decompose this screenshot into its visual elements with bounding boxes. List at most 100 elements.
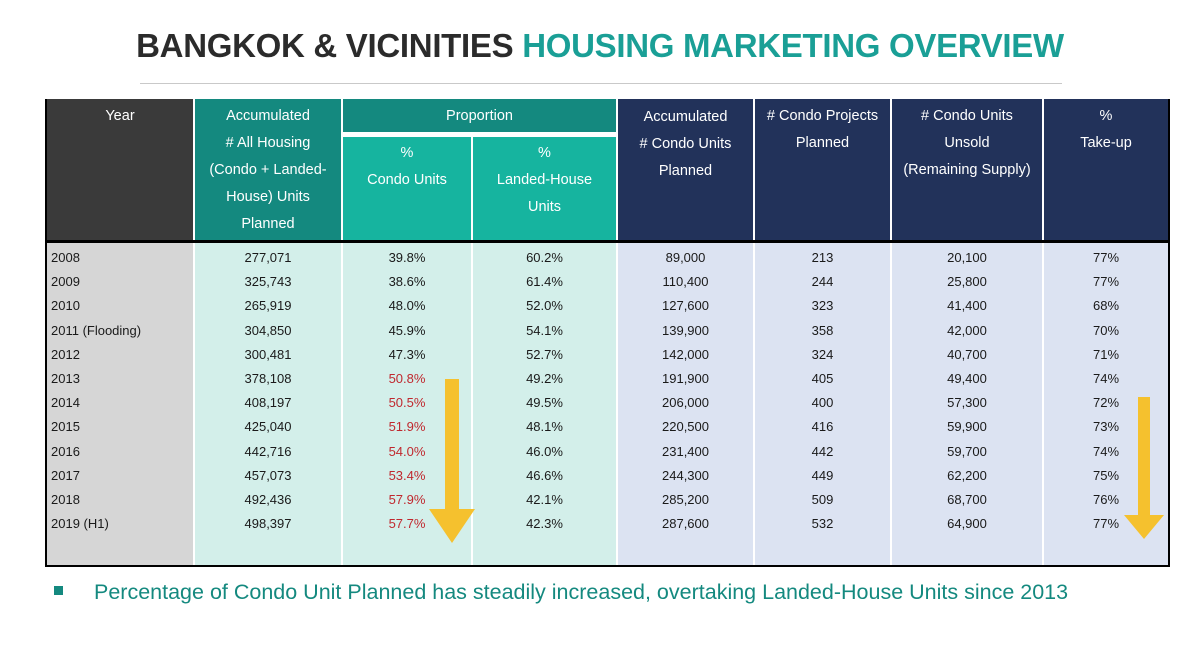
header-pct-landed: % Landed-House Units: [473, 137, 616, 240]
cell-condo-units: 142,000: [662, 346, 709, 362]
cell-pct-landed: 60.2%: [526, 250, 563, 265]
cell-condo-units: 127,600: [662, 298, 709, 314]
cell-condo-unsold: 59,900: [947, 419, 987, 435]
header-pct-landed-line: Units: [527, 199, 562, 215]
cell-pct-landed: 49.2%: [526, 371, 563, 386]
cell-pct-condo: 50.8%: [388, 371, 426, 386]
cell-condo-projects: 400: [811, 395, 834, 411]
cell-pct-landed: 52.7%: [526, 346, 563, 362]
header-pct-condo-line: Condo Units: [367, 172, 447, 188]
header-pct-condo: % Condo Units: [343, 137, 471, 240]
down-arrow-icon: [1124, 397, 1164, 539]
housing-overview-table: Year Accumulated # All Housing (Condo + …: [45, 99, 1170, 567]
cell-pct-landed: 42.1%: [526, 492, 563, 507]
cell-condo-units: 285,200: [662, 492, 709, 507]
cell-pct-landed: 48.1%: [526, 419, 563, 435]
cell-pct-landed: 49.5%: [526, 395, 563, 411]
cell-pct-condo: 45.9%: [388, 322, 426, 338]
cell-year: 2015: [51, 419, 80, 435]
condo-columns-bg: [616, 243, 1168, 565]
cell-all-housing: 442,716: [244, 443, 292, 459]
cell-condo-units: 231,400: [662, 443, 709, 459]
cell-year: 2008: [51, 250, 80, 265]
header-all-housing-line: Planned: [241, 216, 295, 232]
header-pct-landed-line: Landed-House: [496, 172, 593, 188]
column-divider: [753, 243, 755, 565]
cell-year: 2013: [51, 371, 80, 386]
cell-takeup: 77%: [1092, 250, 1120, 265]
cell-condo-projects: 416: [811, 419, 834, 435]
column-divider: [1042, 243, 1044, 565]
cell-takeup: 73%: [1092, 419, 1120, 435]
header-proportion: Proportion: [343, 99, 616, 132]
year-column-bg: [47, 243, 193, 565]
cell-condo-units: 110,400: [662, 274, 709, 290]
cell-pct-condo: 48.0%: [388, 298, 426, 314]
cell-takeup: 72%: [1092, 395, 1120, 411]
page-title: BANGKOK & VICINITIES HOUSING MARKETING O…: [0, 26, 1200, 66]
cell-condo-unsold: 25,800: [947, 274, 987, 290]
header-condo-units-planned: Accumulated # Condo Units Planned: [618, 99, 753, 240]
down-arrow-icon: [429, 379, 475, 543]
header-all-housing-line: # All Housing: [225, 135, 311, 151]
cell-takeup: 77%: [1092, 516, 1120, 532]
cell-all-housing: 498,397: [244, 516, 292, 532]
cell-pct-landed: 42.3%: [526, 516, 563, 532]
header-year-label: Year: [105, 108, 135, 124]
header-takeup-line: %: [1099, 108, 1113, 124]
cell-year: 2014: [51, 395, 80, 411]
cell-condo-projects: 442: [811, 443, 834, 459]
column-divider: [890, 243, 892, 565]
header-condo-units-line: # Condo Units: [639, 136, 732, 152]
cell-condo-units: 287,600: [662, 516, 709, 532]
cell-condo-unsold: 62,200: [947, 467, 987, 483]
cell-condo-unsold: 64,900: [947, 516, 987, 532]
cell-condo-unsold: 68,700: [947, 492, 987, 507]
column-divider: [341, 243, 343, 565]
cell-pct-landed: 52.0%: [526, 298, 563, 314]
cell-pct-condo: 39.8%: [388, 250, 426, 265]
header-condo-projects-line: # Condo Projects: [766, 108, 879, 124]
table-border-left: [45, 99, 47, 567]
header-condo-units-line: Accumulated: [643, 109, 728, 125]
cell-condo-unsold: 57,300: [947, 395, 987, 411]
cell-all-housing: 408,197: [244, 395, 292, 411]
header-condo-projects: # Condo Projects Planned: [755, 99, 890, 240]
header-proportion-label: Proportion: [446, 108, 513, 124]
header-condo-unsold-line: Unsold: [944, 135, 990, 151]
cell-pct-condo: 57.7%: [388, 516, 426, 532]
cell-takeup: 71%: [1092, 346, 1120, 362]
title-part-2: HOUSING MARKETING OVERVIEW: [522, 27, 1064, 64]
cell-pct-condo: 57.9%: [388, 492, 426, 507]
bullet-note: Percentage of Condo Unit Planned has ste…: [94, 580, 1069, 604]
cell-condo-unsold: 49,400: [947, 371, 987, 386]
cell-all-housing: 265,919: [244, 298, 292, 314]
cell-all-housing: 378,108: [244, 371, 292, 386]
cell-takeup: 74%: [1092, 443, 1120, 459]
header-takeup-line: Take-up: [1080, 135, 1132, 151]
cell-condo-units: 206,000: [662, 395, 709, 411]
cell-condo-projects: 509: [811, 492, 834, 507]
cell-condo-units: 89,000: [665, 250, 706, 265]
header-condo-projects-line: Planned: [795, 135, 850, 151]
title-divider: [140, 83, 1062, 84]
cell-condo-unsold: 41,400: [947, 298, 987, 314]
cell-all-housing: 457,073: [244, 467, 292, 483]
cell-condo-projects: 244: [811, 274, 834, 290]
cell-condo-projects: 405: [811, 371, 834, 386]
header-pct-landed-line: %: [538, 145, 551, 161]
cell-year: 2009: [51, 274, 80, 290]
cell-year: 2018: [51, 492, 80, 507]
cell-pct-condo: 51.9%: [388, 419, 426, 435]
cell-pct-condo: 38.6%: [388, 274, 426, 290]
cell-condo-projects: 449: [811, 467, 834, 483]
proportion-columns-bg: [193, 243, 616, 565]
cell-takeup: 74%: [1092, 371, 1120, 386]
cell-pct-condo: 54.0%: [388, 443, 426, 459]
cell-pct-condo: 50.5%: [388, 395, 426, 411]
cell-condo-units: 139,900: [662, 322, 709, 338]
cell-year: 2010: [51, 298, 80, 314]
cell-pct-condo: 47.3%: [388, 346, 426, 362]
cell-year: 2016: [51, 443, 80, 459]
header-condo-unsold-line: (Remaining Supply): [903, 162, 1031, 178]
